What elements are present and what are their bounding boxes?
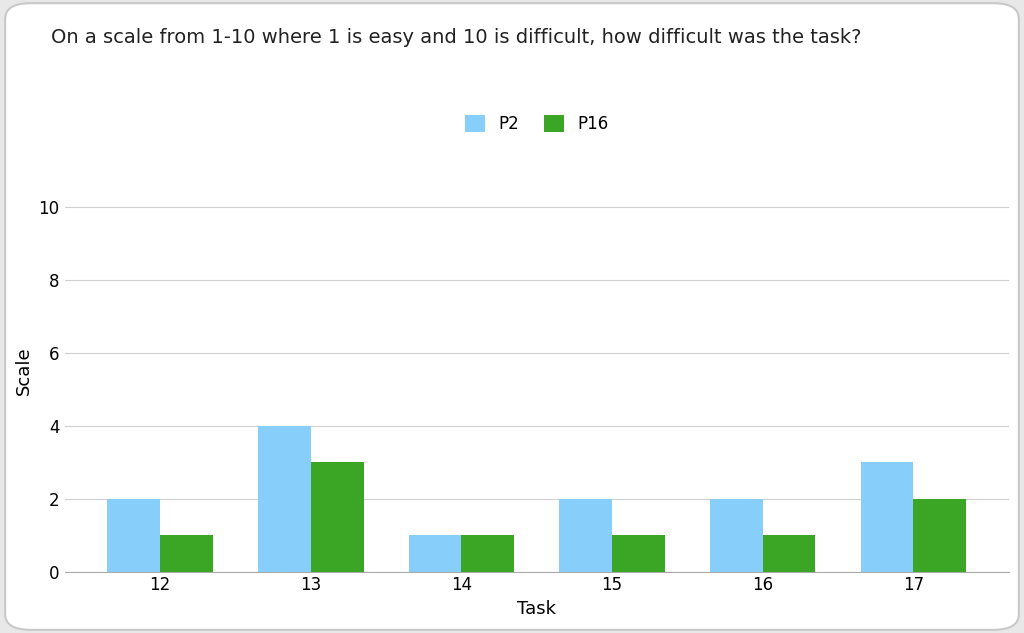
Bar bbox=[710, 499, 763, 572]
Bar bbox=[311, 462, 364, 572]
Text: On a scale from 1-10 where 1 is easy and 10 is difficult, how difficult was the : On a scale from 1-10 where 1 is easy and… bbox=[51, 28, 862, 47]
Bar bbox=[860, 462, 913, 572]
Bar bbox=[913, 499, 966, 572]
Bar bbox=[763, 535, 815, 572]
Bar bbox=[258, 425, 311, 572]
Bar bbox=[409, 535, 462, 572]
X-axis label: Task: Task bbox=[517, 600, 556, 618]
Bar bbox=[160, 535, 213, 572]
Bar bbox=[462, 535, 514, 572]
Bar bbox=[559, 499, 612, 572]
Bar bbox=[612, 535, 665, 572]
Legend: P2, P16: P2, P16 bbox=[457, 106, 616, 141]
Y-axis label: Scale: Scale bbox=[15, 347, 33, 395]
Bar bbox=[108, 499, 160, 572]
